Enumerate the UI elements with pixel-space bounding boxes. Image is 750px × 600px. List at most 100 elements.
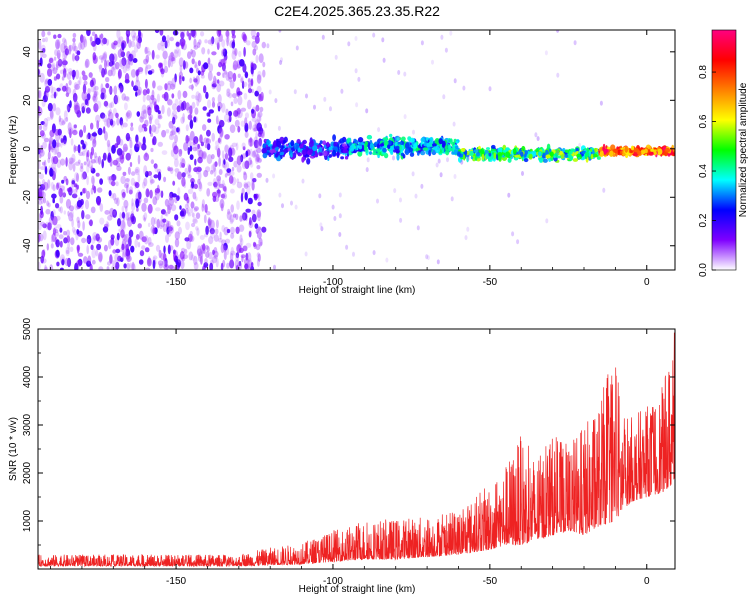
heatmap-cell xyxy=(232,60,238,71)
heatmap-cell xyxy=(91,259,96,265)
heatmap-cell xyxy=(187,188,194,195)
heatmap-cell xyxy=(95,37,101,45)
heatmap-cell xyxy=(59,195,64,204)
spectrogram-y-label: Frequency (Hz) xyxy=(8,116,19,185)
heatmap-cell xyxy=(234,119,240,128)
heatmap-cell xyxy=(87,255,92,265)
heatmap-cell xyxy=(256,113,261,123)
heatmap-cell xyxy=(174,49,179,59)
heatmap-cell xyxy=(63,175,68,182)
heatmap-cell xyxy=(252,124,258,132)
heatmap-cell xyxy=(170,204,177,212)
heatmap-cell xyxy=(82,74,88,81)
heatmap-cell xyxy=(56,49,61,60)
heatmap-cell xyxy=(247,78,251,83)
heatmap-cell xyxy=(344,155,349,160)
heatmap-cell xyxy=(404,142,410,150)
heatmap-cell xyxy=(235,226,240,234)
heatmap-cell xyxy=(403,114,407,120)
heatmap-cell xyxy=(251,213,257,223)
heatmap-cell xyxy=(180,260,185,270)
heatmap-cell xyxy=(137,191,142,200)
heatmap-cell xyxy=(64,257,69,267)
snr-x-axis: -150 -100 -50 0 xyxy=(50,329,650,587)
heatmap-cell xyxy=(73,82,78,91)
heatmap-cell xyxy=(201,151,207,160)
heatmap-cell xyxy=(236,200,240,210)
heatmap-cell xyxy=(152,136,157,146)
heatmap-cell xyxy=(198,39,202,45)
heatmap-cell xyxy=(236,91,243,96)
heatmap-cell xyxy=(38,173,45,180)
heatmap-cell xyxy=(68,161,73,171)
heatmap-cell xyxy=(116,117,120,126)
heatmap-cell xyxy=(255,104,260,112)
heatmap-cell xyxy=(154,118,160,126)
colorbar-gradient xyxy=(712,30,736,270)
heatmap-cell xyxy=(203,62,209,70)
heatmap-cell xyxy=(128,229,134,238)
heatmap-cell xyxy=(354,68,358,74)
colorbar-tick-label: 0.2 xyxy=(698,213,709,227)
heatmap-cell xyxy=(98,253,103,263)
heatmap-cell xyxy=(120,175,126,185)
heatmap-cell xyxy=(180,102,185,111)
heatmap-cell xyxy=(338,213,342,219)
y-tick-label: 3000 xyxy=(22,413,33,436)
heatmap-cell xyxy=(57,59,61,65)
heatmap-cell xyxy=(102,114,108,123)
heatmap-cell xyxy=(260,91,264,102)
heatmap-cell xyxy=(248,138,252,143)
heatmap-cell xyxy=(179,64,183,73)
heatmap-cell xyxy=(154,217,157,225)
heatmap-cell xyxy=(179,210,185,217)
heatmap-cell xyxy=(60,138,64,143)
heatmap-cell xyxy=(231,142,238,147)
heatmap-cell xyxy=(123,263,127,269)
heatmap-cell xyxy=(412,129,415,135)
heatmap-cell xyxy=(193,167,199,173)
heatmap-cell xyxy=(181,158,186,168)
heatmap-cell xyxy=(161,104,165,115)
heatmap-cell xyxy=(186,30,190,37)
heatmap-cell xyxy=(224,134,230,140)
heatmap-cell xyxy=(236,178,240,184)
heatmap-cell xyxy=(135,75,139,83)
heatmap-cell xyxy=(138,259,144,265)
heatmap-cell xyxy=(81,237,87,244)
heatmap-cell xyxy=(290,200,293,206)
heatmap-cell xyxy=(150,179,155,184)
heatmap-cell xyxy=(178,75,182,85)
heatmap-cell xyxy=(152,196,158,206)
heatmap-cell xyxy=(85,107,91,114)
heatmap-cell xyxy=(73,144,76,153)
heatmap-cell xyxy=(226,91,231,97)
heatmap-cell xyxy=(125,96,130,102)
heatmap-cell xyxy=(72,32,77,38)
heatmap-cell xyxy=(230,188,235,194)
heatmap-cell xyxy=(93,84,97,95)
heatmap-cell xyxy=(193,78,198,83)
heatmap-cell xyxy=(333,216,337,221)
heatmap-cell xyxy=(539,158,543,163)
heatmap-cell xyxy=(40,221,46,227)
heatmap-cell xyxy=(56,142,61,148)
heatmap-cell xyxy=(158,263,163,269)
heatmap-cell xyxy=(121,251,125,260)
heatmap-cell xyxy=(223,242,228,251)
heatmap-cell xyxy=(115,181,119,187)
heatmap-cell xyxy=(247,252,252,262)
heatmap-cell xyxy=(207,48,210,55)
heatmap-cell xyxy=(143,177,148,187)
heatmap-cell xyxy=(230,101,234,107)
heatmap-cell xyxy=(150,94,155,101)
heatmap-cell xyxy=(58,117,64,126)
y-tick-label: -20 xyxy=(22,190,33,205)
heatmap-cell xyxy=(73,45,78,52)
heatmap-cell xyxy=(193,255,198,266)
heatmap-cell xyxy=(191,222,196,228)
heatmap-cell xyxy=(109,53,115,63)
heatmap-cell xyxy=(174,134,178,144)
heatmap-cell xyxy=(117,37,121,44)
heatmap-cell xyxy=(112,159,119,166)
